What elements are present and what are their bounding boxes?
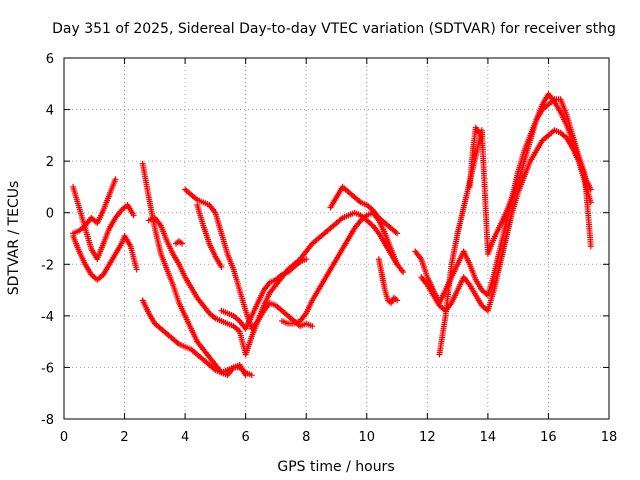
- data-point: [248, 372, 255, 379]
- data-point: [400, 269, 407, 276]
- x-tick-label: 18: [601, 430, 618, 445]
- data-series-2: [70, 232, 140, 283]
- y-tick-label: 6: [46, 52, 54, 67]
- y-tick-labels: -8 -6 -4 -2 0 2 4 6: [41, 52, 54, 428]
- x-tick-label: 16: [540, 430, 557, 445]
- x-tick-label: 8: [302, 430, 310, 445]
- x-tick-label: 10: [359, 430, 376, 445]
- data-point: [112, 176, 119, 183]
- data-point: [587, 199, 594, 206]
- y-axis-label: SDTVAR / TECUs: [6, 181, 22, 296]
- data-series-13: [375, 256, 401, 306]
- x-tick-label: 12: [419, 430, 436, 445]
- data-series-5: [139, 297, 255, 379]
- x-tick-labels: 0 2 4 6 8 10 12 14 16 18: [60, 430, 617, 445]
- y-tick-label: 4: [46, 104, 54, 119]
- data-point: [303, 256, 310, 263]
- data-markers: [70, 91, 594, 379]
- data-series-8: [194, 201, 225, 270]
- y-tick-label: 2: [46, 155, 54, 170]
- y-tick-label: -8: [41, 413, 54, 428]
- data-series-1: [70, 183, 137, 263]
- data-series-3: [70, 176, 119, 237]
- y-tick-label: 0: [46, 207, 54, 222]
- data-point: [394, 261, 401, 268]
- y-tick-label: -2: [41, 258, 54, 273]
- data-series-14: [412, 96, 594, 306]
- data-point: [587, 243, 594, 250]
- data-series-16: [436, 91, 594, 358]
- data-point: [394, 297, 401, 304]
- data-series-11: [279, 209, 401, 327]
- data-point: [309, 323, 316, 330]
- data-point: [133, 266, 140, 273]
- data-point: [394, 230, 401, 237]
- chart-title: Day 351 of 2025, Sidereal Day-to-day VTE…: [52, 21, 616, 37]
- plot-frame: [63, 57, 610, 420]
- data-point: [179, 240, 186, 247]
- data-point: [130, 212, 137, 219]
- data-series-9: [173, 238, 186, 247]
- x-tick-label: 6: [242, 430, 250, 445]
- x-axis-label: GPS time / hours: [277, 459, 394, 475]
- y-tick-label: -4: [41, 310, 54, 325]
- x-tick-label: 14: [480, 430, 497, 445]
- data-series-12: [327, 183, 401, 237]
- x-tick-label: 2: [120, 430, 128, 445]
- data-series-17: [466, 124, 482, 190]
- x-tick-label: 0: [60, 430, 68, 445]
- gridlines: [63, 57, 610, 420]
- data-point: [475, 129, 482, 136]
- y-tick-label: -6: [41, 361, 54, 376]
- data-point: [218, 263, 225, 270]
- data-series-10: [218, 256, 310, 332]
- x-tick-label: 4: [181, 430, 189, 445]
